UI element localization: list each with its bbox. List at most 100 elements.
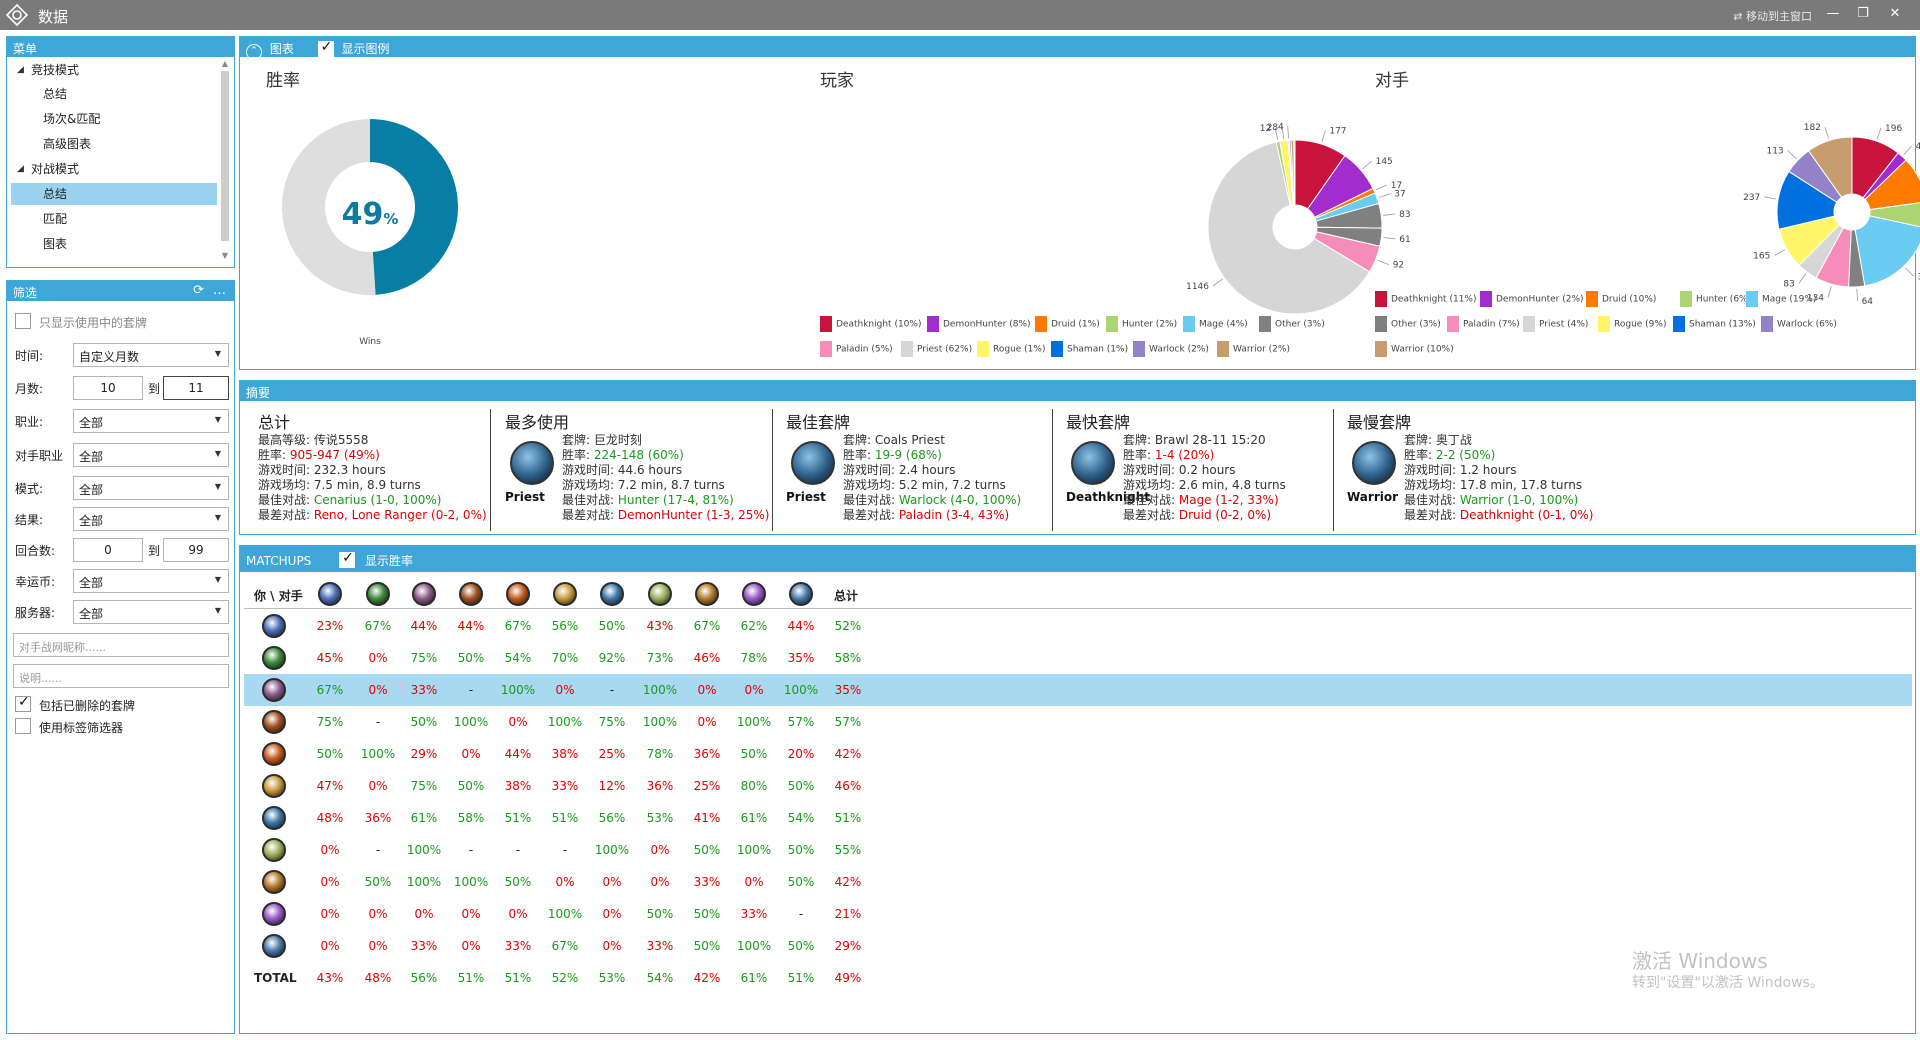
- warrior-opponent-icon: [459, 582, 483, 606]
- summary-header: 摘要: [240, 381, 1915, 401]
- menu-item-arena-summary[interactable]: 总结: [43, 87, 68, 101]
- matchup-cell: 50%: [693, 907, 721, 921]
- class-name: Priest: [786, 490, 826, 504]
- opponent-name-input[interactable]: 对手战网昵称......: [13, 633, 229, 657]
- winrate-value: 49%: [341, 197, 399, 232]
- coin-select[interactable]: 全部 ▼: [73, 569, 229, 593]
- paladin-opponent-icon: [553, 582, 577, 606]
- move-to-main-button[interactable]: ⇄ 移动到主窗口: [1733, 10, 1812, 23]
- month-to-input[interactable]: 11: [163, 376, 229, 400]
- matchup-cell: 38%: [551, 747, 579, 761]
- summary-card-title: 最慢套牌: [1347, 413, 1412, 432]
- pie-label-line: [1903, 145, 1912, 156]
- menu-item-constructed-matches[interactable]: 匹配: [43, 212, 68, 226]
- more-icon[interactable]: …: [213, 283, 226, 298]
- tag-filter-checkbox[interactable]: [15, 718, 31, 734]
- menu-item-arena-runs[interactable]: 场次&匹配: [43, 112, 101, 126]
- summary-row: 游戏时间: 232.3 hours: [258, 463, 386, 477]
- matchup-cell: 58%: [834, 651, 862, 665]
- summary-row: 游戏场均: 5.2 min, 7.2 turns: [843, 478, 1006, 492]
- matchup-cell: 57%: [787, 715, 815, 729]
- close-button[interactable]: ✕: [1889, 6, 1901, 21]
- show-winrate-checkbox[interactable]: [339, 550, 356, 568]
- expand-arrow-icon[interactable]: ◢: [17, 164, 24, 174]
- month-from-input[interactable]: 10: [73, 376, 143, 400]
- pie-label-line: [1774, 249, 1786, 256]
- matchup-cell: 75%: [316, 715, 344, 729]
- legend-item-hunter: Hunter (6%): [1680, 291, 1751, 307]
- matchup-cell: 50%: [693, 843, 721, 857]
- menu-item-arena-charts[interactable]: 高级图表: [43, 137, 92, 151]
- legend-swatch: [820, 316, 832, 332]
- matchup-cell: 58%: [457, 811, 485, 825]
- legend-item-other: Other (3%): [1375, 316, 1441, 332]
- matchup-cell: 33%: [740, 907, 768, 921]
- menu-item-constructed-charts[interactable]: 图表: [43, 237, 68, 251]
- legend-label: Priest (62%): [917, 344, 973, 355]
- warlock-opponent-icon: [412, 582, 436, 606]
- matchup-cell: 51%: [551, 811, 579, 825]
- dropdown-arrow-icon: ▼: [214, 449, 221, 458]
- hunter-opponent-icon: [506, 582, 530, 606]
- scroll-down-icon[interactable]: ▼: [221, 251, 229, 260]
- matchup-cell: 100%: [736, 939, 772, 953]
- refresh-icon[interactable]: ⟳: [193, 283, 204, 298]
- include-deleted-checkbox[interactable]: [15, 694, 31, 712]
- server-select[interactable]: 全部 ▼: [73, 600, 229, 624]
- time-label: 时间:: [15, 349, 44, 363]
- legend-label: DemonHunter (8%): [943, 319, 1031, 330]
- restore-button[interactable]: ❐: [1857, 6, 1869, 21]
- show-legend-checkbox[interactable]: [317, 39, 334, 57]
- matchup-cell: 0%: [744, 875, 764, 889]
- result-select[interactable]: 全部 ▼: [73, 507, 229, 531]
- legend-item-deathknight: Deathknight (11%): [1375, 291, 1476, 307]
- menu-item-constructed-summary[interactable]: 总结: [11, 183, 217, 205]
- legend-swatch: [1375, 316, 1387, 332]
- matchup-cell: 50%: [787, 843, 815, 857]
- legend-item-deathknight: Deathknight (10%): [820, 316, 921, 332]
- menu-item-arena[interactable]: 竞技模式: [31, 63, 80, 77]
- only-used-decks-checkbox[interactable]: [15, 313, 31, 329]
- matchup-row[interactable]: [244, 674, 1912, 706]
- matchup-cell: 41%: [693, 811, 721, 825]
- time-select[interactable]: 自定义月数 ▼: [73, 343, 229, 367]
- mode-select[interactable]: 全部 ▼: [73, 476, 229, 500]
- menu-scrollbar[interactable]: ▲ ▼: [220, 59, 230, 261]
- class-select[interactable]: 全部 ▼: [73, 409, 229, 433]
- winrate-losses-slice: [282, 119, 376, 295]
- scroll-up-icon[interactable]: ▲: [221, 59, 229, 68]
- legend-item-priest: Priest (62%): [901, 341, 972, 357]
- pie-label-line: [1362, 160, 1372, 170]
- rounds-to-input[interactable]: 99: [163, 538, 229, 562]
- matchup-cell: 36%: [364, 811, 392, 825]
- legend-swatch: [1133, 341, 1145, 357]
- note-input[interactable]: 说明......: [13, 664, 229, 688]
- pie-label: 92: [1393, 261, 1404, 271]
- pie-label: 113: [1766, 146, 1783, 156]
- matchup-cell: 54%: [504, 651, 532, 665]
- matchup-cell: 75%: [410, 779, 438, 793]
- legend-label: Warrior (10%): [1391, 344, 1454, 355]
- opp-class-label: 对手职业: [15, 449, 64, 463]
- matchup-cell: 54%: [787, 811, 815, 825]
- matchup-cell: 50%: [364, 875, 392, 889]
- menu-item-constructed[interactable]: 对战模式: [31, 162, 80, 176]
- matchup-cell: 21%: [834, 907, 862, 921]
- minimize-button[interactable]: —: [1826, 6, 1840, 21]
- collapse-icon[interactable]: ⌃: [246, 44, 262, 60]
- pie-label-line: [1383, 213, 1396, 216]
- matchups-panel: MATCHUPS 显示胜率 你 \ 对手 总计 23% 67% 44% 44% 67% 56%…: [239, 545, 1916, 1034]
- rounds-from-input[interactable]: 0: [73, 538, 143, 562]
- opp-class-select[interactable]: 全部 ▼: [73, 443, 229, 467]
- rounds-to-label: 到: [148, 544, 161, 558]
- matchup-cell: 50%: [646, 907, 674, 921]
- tag-filter-label: 使用标签筛选器: [39, 721, 124, 735]
- matchup-cell: 73%: [646, 651, 674, 665]
- matchup-cell: 100%: [453, 715, 489, 729]
- expand-arrow-icon[interactable]: ◢: [17, 65, 24, 75]
- matchups-header: MATCHUPS 显示胜率: [240, 546, 1915, 572]
- summary-row: 胜率: 2-2 (50%): [1404, 448, 1496, 462]
- legend-swatch: [1375, 291, 1387, 307]
- scroll-thumb[interactable]: [221, 71, 229, 241]
- matchup-cell: 0%: [697, 715, 717, 729]
